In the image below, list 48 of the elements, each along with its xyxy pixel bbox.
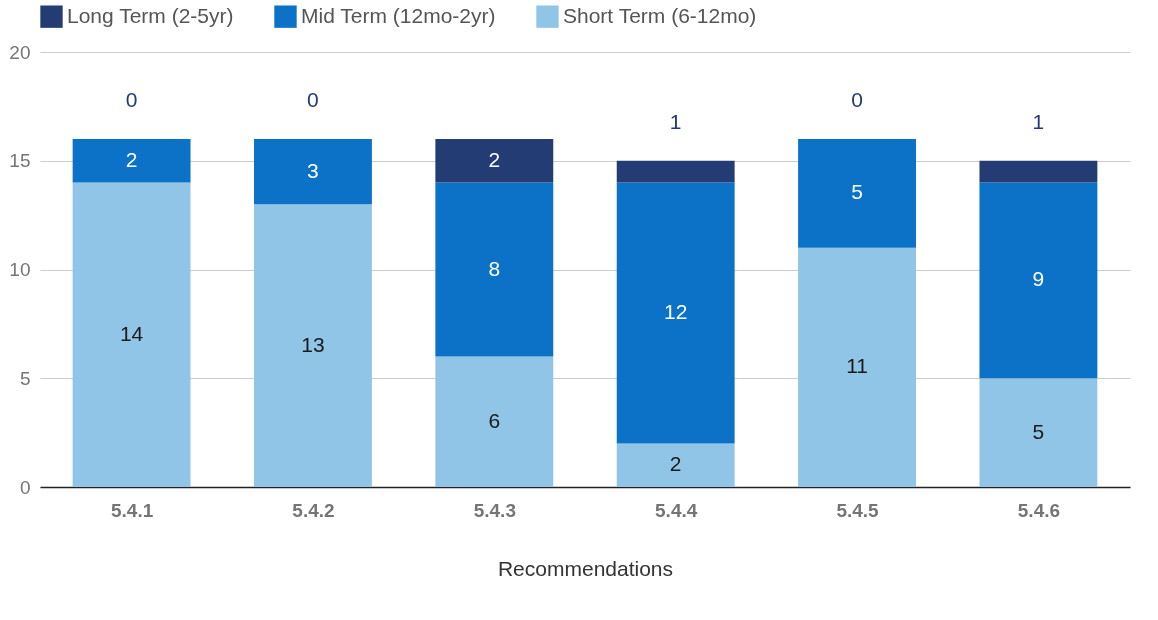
y-tick-label: 5 [19,367,31,389]
data-label: 12 [664,300,688,323]
data-label: 6 [488,408,501,432]
x-tick-label: 5.4.1 [110,499,154,521]
y-tick-label: 15 [9,150,31,172]
x-tick-label: 5.4.2 [292,499,335,521]
bar [435,139,554,183]
bar [72,182,191,487]
data-label: 11 [846,354,868,378]
legend-label: Long Term (2-5yr) [67,3,234,27]
bar [979,378,1098,487]
y-tick-label: 0 [19,476,31,498]
y-tick-label: 20 [9,41,31,63]
bar [72,139,191,183]
data-label: 0 [125,88,138,111]
bar [979,182,1098,379]
x-tick-label: 5.4.4 [655,499,698,521]
x-tick-label: 5.4.6 [1017,499,1061,521]
data-label: 13 [301,332,325,356]
bar [616,443,735,487]
x-tick-label: 5.4.3 [473,499,516,521]
data-label: 14 [119,321,144,345]
bar [616,182,735,444]
data-label: 5 [851,180,863,204]
bar [254,204,372,487]
x-axis-title: Recommendations [497,556,674,580]
bar [254,139,372,205]
data-label: 2 [669,452,682,476]
data-label: 0 [851,88,863,111]
legend-label: Short Term (6-12mo) [563,3,757,27]
data-label: 2 [125,147,138,171]
data-label: 2 [488,147,501,171]
data-label: 9 [1032,267,1045,291]
bar [435,182,554,357]
data-label: 3 [307,158,319,182]
data-label: 1 [1032,109,1045,133]
bar [616,160,735,183]
legend-label: Mid Term (12mo-2yr) [301,3,496,27]
data-label: 5 [1032,419,1045,443]
bar [798,139,916,248]
bar [435,356,554,487]
data-label: 1 [669,109,682,133]
bar [798,247,916,487]
data-label: 0 [307,88,319,111]
x-tick-label: 5.4.5 [836,499,880,521]
bar [979,160,1098,183]
data-label: 8 [488,256,501,280]
y-tick-label: 10 [9,259,31,280]
